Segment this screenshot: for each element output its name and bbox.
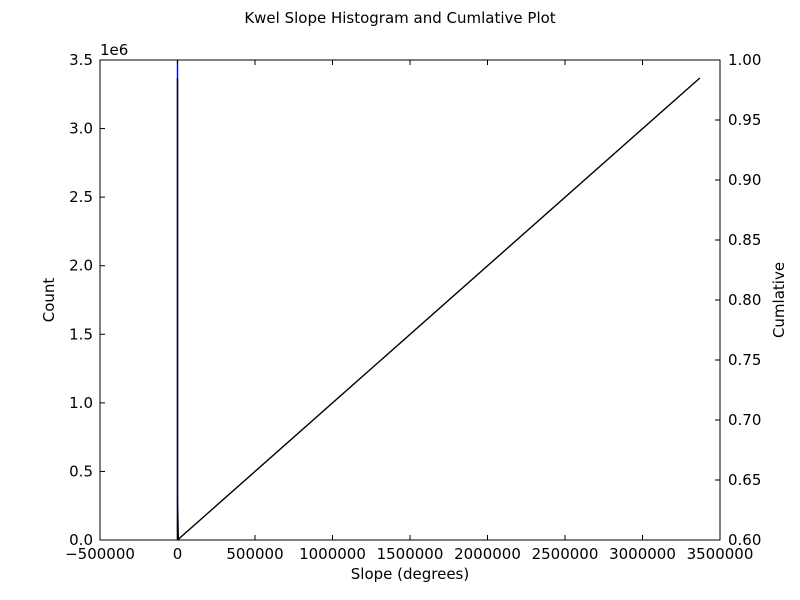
y-left-tick-label: 2.5	[69, 188, 93, 206]
y-right-tick-label: 0.90	[728, 171, 761, 189]
y-right-tick-label: 0.60	[728, 531, 761, 549]
y-offset-label: 1e6	[100, 41, 128, 59]
series-line-2	[177, 77, 701, 541]
x-tick-label: 1500000	[377, 545, 444, 563]
plot-area	[176, 60, 701, 541]
y-left-tick-label: 0.0	[69, 531, 93, 549]
y-right-tick-label: 0.95	[728, 111, 761, 129]
y-right-tick-label: 0.75	[728, 351, 761, 369]
y-left-tick-label: 1.0	[69, 394, 93, 412]
y-left-tick-label: 3.0	[69, 120, 93, 138]
y-left-tick-label: 3.5	[69, 51, 93, 69]
y-right-tick-label: 0.80	[728, 291, 761, 309]
x-tick-label: −500000	[65, 545, 135, 563]
y-right-tick-label: 0.70	[728, 411, 761, 429]
y-right-tick-label: 0.65	[728, 471, 761, 489]
y-axis-label-left: Count	[40, 278, 58, 323]
x-tick-label: 3500000	[687, 545, 754, 563]
x-tick-label: 1000000	[299, 545, 366, 563]
chart-title: Kwel Slope Histogram and Cumlative Plot	[244, 9, 555, 27]
y-left-tick-label: 1.5	[69, 325, 93, 343]
y-right-tick-label: 1.00	[728, 51, 761, 69]
y-axis-label-right: Cumlative	[770, 262, 788, 338]
x-tick-label: 3000000	[609, 545, 676, 563]
x-tick-label: 500000	[226, 545, 283, 563]
axes-ticks: −500000 0 500000 1000000 1500000 2000000 25000…	[65, 51, 761, 563]
x-tick-label: 2000000	[454, 545, 521, 563]
x-axis-label: Slope (degrees)	[351, 565, 469, 583]
y-left-tick-label: 0.5	[69, 462, 93, 480]
y-left-tick-label: 2.0	[69, 257, 93, 275]
x-tick-label: 2500000	[532, 545, 599, 563]
y-right-tick-label: 0.85	[728, 231, 761, 249]
x-tick-label: 0	[173, 545, 183, 563]
